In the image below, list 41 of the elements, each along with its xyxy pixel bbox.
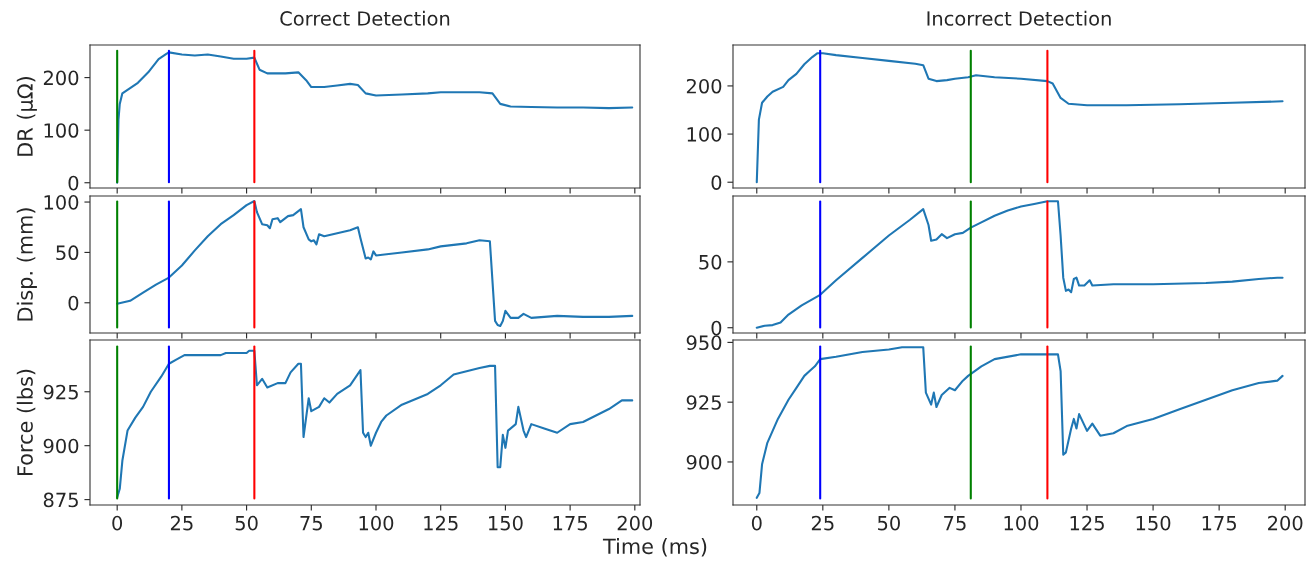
y-tick-label: 0 xyxy=(68,175,79,191)
x-tick-label: 175 xyxy=(553,516,587,531)
x-tick-label: 175 xyxy=(1202,516,1236,531)
x-tick-label: 75 xyxy=(944,516,966,531)
x-tick-label: 125 xyxy=(1070,515,1104,531)
y-tick-label: 0 xyxy=(711,320,722,336)
x-tick-label: 50 xyxy=(878,515,900,531)
y-tick-label: 0 xyxy=(68,295,79,311)
x-tick-label: 25 xyxy=(170,515,193,531)
y-tick-label: 900 xyxy=(43,438,79,454)
x-tick-label: 150 xyxy=(488,515,523,531)
chart-title: Incorrect Detection xyxy=(927,10,1111,26)
x-tick-label: 150 xyxy=(1136,515,1171,531)
y-tick-label: 100 xyxy=(44,195,79,210)
x-tick-label: 100 xyxy=(359,515,394,531)
x-tick-label: 200 xyxy=(1268,515,1303,531)
x-tick-label: 50 xyxy=(235,515,258,531)
x-tick-label: 0 xyxy=(751,515,762,531)
y-tick-label: 950 xyxy=(686,335,722,351)
y-axis-title: DR (μΩ) xyxy=(16,77,37,156)
y-tick-label: 0 xyxy=(711,175,722,190)
y-tick-label: 200 xyxy=(43,70,79,86)
y-axis-title: Force (lbs) xyxy=(16,369,36,475)
y-tick-label: 100 xyxy=(44,123,79,138)
x-tick-label: 0 xyxy=(112,515,123,531)
x-tick-label: 75 xyxy=(300,516,322,531)
y-tick-label: 50 xyxy=(699,254,722,270)
text: Time (ms) xyxy=(602,538,707,557)
y-tick-label: 200 xyxy=(686,78,722,94)
x-tick-label: 125 xyxy=(424,515,458,531)
y-tick-label: 50 xyxy=(56,245,79,261)
y-tick-label: 100 xyxy=(687,127,722,142)
x-tick-label: 100 xyxy=(1004,515,1039,531)
x-tick-label: 200 xyxy=(617,515,653,531)
y-tick-label: 900 xyxy=(686,454,722,470)
chart-title: Correct Detection xyxy=(280,10,450,26)
x-tick-label: 25 xyxy=(811,515,834,531)
y-tick-label: 875 xyxy=(43,492,78,508)
y-tick-label: 925 xyxy=(43,384,78,400)
y-tick-label: 925 xyxy=(686,395,721,410)
y-axis-title: Disp. (mm) xyxy=(16,208,37,321)
